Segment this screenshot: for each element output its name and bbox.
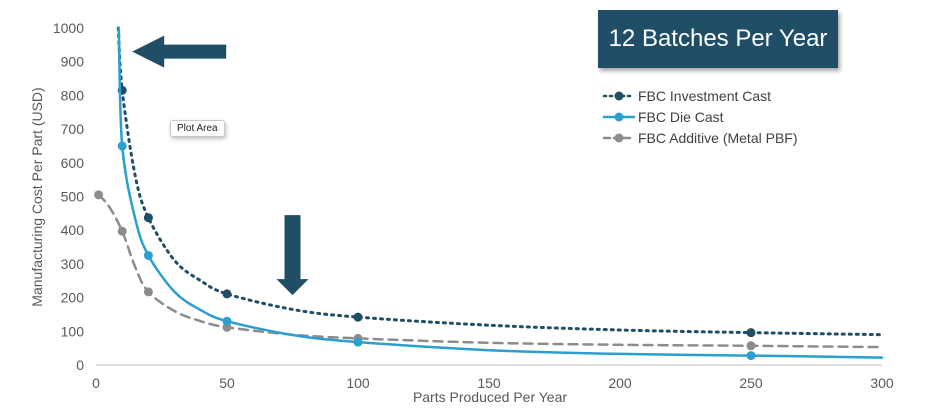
x-tick-label: 0 [92,375,100,391]
x-tick-label: 50 [219,375,235,391]
legend-label: FBC Die Cast [638,109,724,125]
x-axis-label: Parts Produced Per Year [413,389,567,405]
x-tick-label: 300 [870,375,894,391]
arrow-down-annotation [276,215,309,296]
y-tick-label: 400 [61,222,85,238]
data-point[interactable] [222,316,232,326]
data-point[interactable] [746,351,756,361]
y-tick-label: 1000 [53,20,84,36]
data-point[interactable] [746,341,756,351]
data-point[interactable] [143,250,153,260]
data-point[interactable] [94,190,104,200]
annotation-layer [132,35,309,296]
y-tick-label: 100 [61,323,85,339]
x-tick-label: 200 [608,375,632,391]
y-axis-ticks: 0 100 200 300 400 500 600 700 800 900 1000 [53,20,84,373]
series-fbc-die-cast[interactable] [117,26,884,361]
legend-swatch-marker [614,91,624,101]
data-point[interactable] [353,337,363,347]
y-tick-label: 700 [61,121,85,137]
x-tick-label: 100 [346,375,370,391]
data-point[interactable] [117,226,127,236]
series-line [116,26,884,337]
series-fbc-additive-metal-pbf[interactable] [94,190,884,351]
arrow-left-annotation [132,35,227,68]
y-tick-label: 0 [76,357,84,373]
data-point[interactable] [143,287,153,297]
y-axis-label: Manufacturing Cost Per Part (USD) [29,87,45,306]
data-point[interactable] [143,213,153,223]
data-point[interactable] [117,141,127,151]
series-line [117,26,884,359]
data-point[interactable] [746,328,756,338]
y-tick-label: 200 [61,290,85,306]
legend-item[interactable]: FBC Additive (Metal PBF) [602,130,798,146]
y-tick-label: 500 [61,189,85,205]
legend-swatch-marker [614,112,624,122]
legend-label: FBC Investment Cast [638,88,771,104]
y-tick-label: 800 [61,87,85,103]
x-axis-ticks: 0 50 100 150 200 250 300 [92,375,894,391]
legend[interactable]: FBC Investment Cast FBC Die Cast FBC Addit… [602,88,798,146]
y-tick-label: 900 [61,54,85,70]
legend-label: FBC Additive (Metal PBF) [638,130,798,146]
x-tick-label: 250 [739,375,763,391]
batches-badge: 12 Batches Per Year [598,10,838,68]
legend-item[interactable]: FBC Die Cast [602,109,724,125]
y-tick-label: 300 [61,256,85,272]
series-fbc-investment-cast[interactable] [116,26,884,338]
y-tick-label: 600 [61,155,85,171]
series-line [97,193,884,349]
x-tick-label: 150 [477,375,501,391]
legend-swatch-marker [614,133,624,143]
data-point[interactable] [222,289,232,299]
data-point[interactable] [353,312,363,322]
legend-item[interactable]: FBC Investment Cast [602,88,771,104]
plot-area-tooltip: Plot Area [170,120,225,137]
series-layer[interactable] [94,26,884,361]
